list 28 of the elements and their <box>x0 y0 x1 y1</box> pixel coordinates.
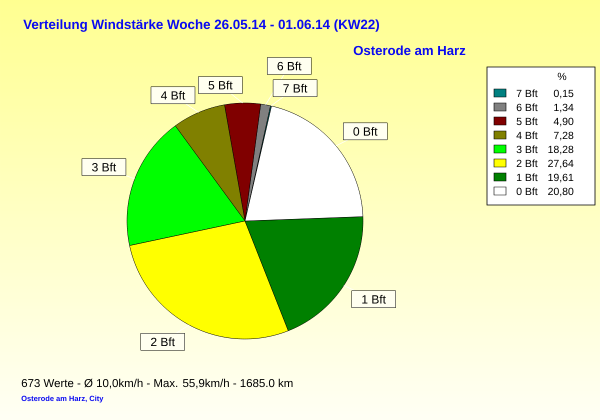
data-label: 0,15 <box>554 90 574 98</box>
data-label: 27,64 <box>548 160 574 168</box>
slice-label: 7 Bft <box>283 84 308 93</box>
data-label: 18,28 <box>548 146 574 154</box>
legend-title: % <box>558 72 566 80</box>
slice-label: 6 Bft <box>278 62 302 70</box>
text: 673 Werte - Ø 10,0km/h - Max. 55,9km/h - 1685.0 km <box>22 378 293 388</box>
data-label: 1,34 <box>554 104 574 112</box>
legend-label: 0 Bft <box>516 187 538 196</box>
legend-label: 4 Bft <box>516 131 538 140</box>
data-label: 4,90 <box>554 118 574 126</box>
slice-label: 3 Bft <box>92 162 116 172</box>
slice-label: 2 Bft <box>151 337 175 346</box>
data-label: 20,80 <box>548 188 574 196</box>
slice-label: 4 Bft <box>160 90 186 100</box>
legend-label: 3 Bft <box>516 145 538 154</box>
slice-label: 5 Bft <box>208 80 233 90</box>
legend-label: 1 Bft <box>517 173 538 182</box>
legend-label: 5 Bft <box>516 117 538 126</box>
chart-title: Verteilung Windstärke Woche 26.05.14 - 01.06.14 (KW22) <box>23 19 380 32</box>
slice-label: 0 Bft <box>353 126 378 136</box>
legend-label: 2 Bft <box>516 159 538 168</box>
slice-label: 1 Bft <box>362 294 386 304</box>
legend-label: 7 Bft <box>516 89 538 98</box>
chart-subtitle: Osterode am Harz <box>354 45 466 56</box>
data-label: 19,61 <box>548 174 574 182</box>
data-label: 7,28 <box>554 132 574 140</box>
legend-label: 6 Bft <box>516 103 538 112</box>
